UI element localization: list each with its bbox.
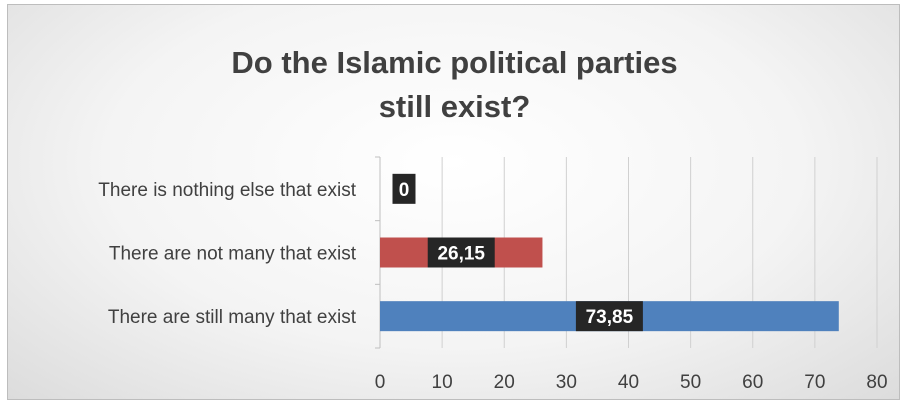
category-label: There are still many that exist [108,307,357,328]
x-tick-label: 60 [742,372,763,393]
chart-title-line-2: still exist? [378,89,531,124]
data-label-box [575,301,643,332]
x-tick-label: 30 [556,372,577,393]
data-label: 0 [399,180,410,201]
chart-title-line-1: Do the Islamic political parties [231,45,678,80]
category-label: There are not many that exist [109,244,357,265]
x-tick-label: 40 [618,372,639,393]
data-label-box [392,173,416,204]
data-label-box [427,237,495,268]
chart-area: Do the Islamic political parties still e… [7,4,900,400]
category-label: There is nothing else that exist [98,180,356,201]
data-label: 73,85 [586,307,634,328]
x-tick-label: 50 [680,372,701,393]
x-tick-label: 20 [494,372,515,393]
x-tick-label: 70 [804,372,825,393]
x-tick-label: 0 [375,372,386,393]
x-tick-label: 80 [866,372,887,393]
chart-title: Do the Islamic political parties still e… [8,41,901,129]
x-tick-label: 10 [432,372,453,393]
data-label: 26,15 [437,244,485,265]
